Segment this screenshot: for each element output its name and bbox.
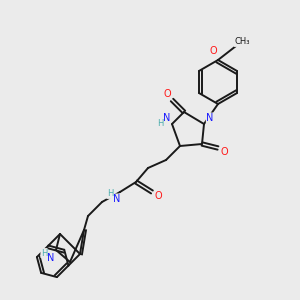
Text: N: N [47, 253, 55, 263]
Text: H: H [157, 118, 163, 127]
Text: O: O [154, 191, 162, 201]
Text: H: H [41, 248, 47, 257]
Text: CH₃: CH₃ [234, 38, 250, 46]
Text: N: N [163, 113, 171, 123]
Text: N: N [113, 194, 121, 204]
Text: N: N [206, 113, 214, 123]
Text: O: O [220, 147, 228, 157]
Text: O: O [163, 89, 171, 99]
Text: H: H [107, 190, 113, 199]
Text: O: O [209, 46, 217, 56]
